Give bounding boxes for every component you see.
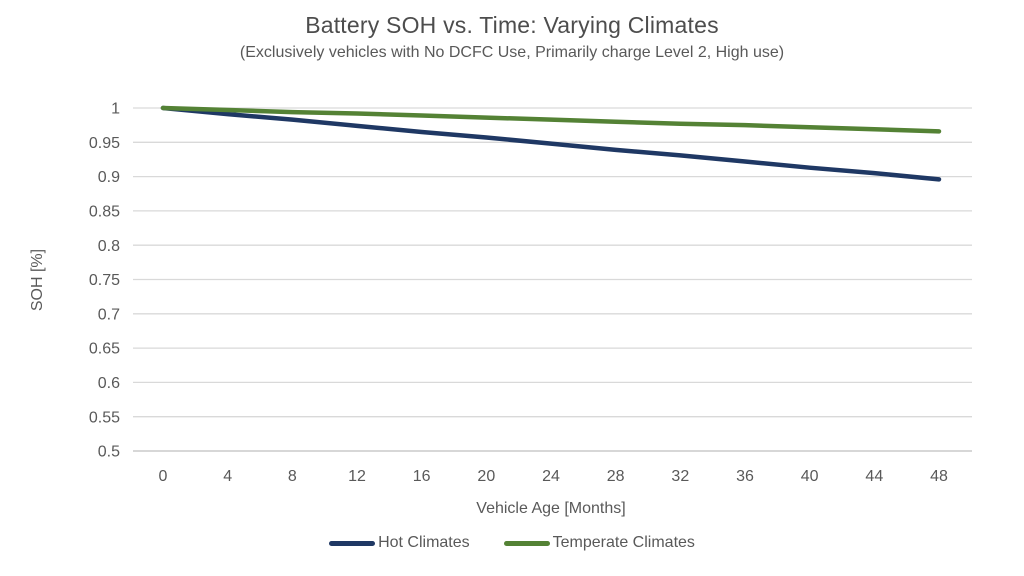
- x-tick-label: 20: [477, 468, 495, 485]
- x-axis-label: Vehicle Age [Months]: [476, 500, 625, 517]
- legend-label-hot-climates: Hot Climates: [378, 534, 470, 551]
- y-tick-label: 0.85: [89, 204, 120, 221]
- x-tick-label: 0: [159, 468, 168, 485]
- x-tick-label: 48: [930, 468, 948, 485]
- y-tick-label: 1: [111, 101, 120, 118]
- x-tick-label: 8: [288, 468, 297, 485]
- y-tick-label: 0.7: [98, 306, 120, 323]
- y-tick-label: 0.75: [89, 272, 120, 289]
- y-tick-label: 0.55: [89, 409, 120, 426]
- legend-swatch-temperate-climates: [503, 540, 550, 546]
- legend: Hot Climates Temperate Climates: [0, 534, 1024, 552]
- tick-labels-layer: 10.950.90.850.80.750.70.650.60.550.50 4 8 1…: [89, 101, 948, 485]
- gridlines-layer: [133, 107, 972, 452]
- chart-subtitle: (Exclusively vehicles with No DCFC Use, …: [239, 44, 785, 61]
- x-tick-label: 36: [736, 468, 754, 485]
- y-tick-label: 0.9: [98, 169, 120, 186]
- legend-item-hot-climates: Hot Climates: [329, 534, 470, 552]
- y-tick-label: 0.95: [89, 135, 120, 152]
- x-tick-label: 44: [865, 468, 883, 485]
- legend-item-temperate-climates: Temperate Climates: [503, 534, 695, 552]
- x-tick-label: 24: [542, 468, 560, 485]
- series-line-temperate-climates: [160, 105, 942, 134]
- x-tick-label: 12: [348, 468, 366, 485]
- y-tick-label: 0.65: [89, 341, 120, 358]
- series-line-hot-climates: [160, 105, 942, 182]
- x-tick-label: 32: [671, 468, 689, 485]
- x-tick-label: 16: [413, 468, 431, 485]
- y-axis-label: SOH [%]: [29, 249, 46, 311]
- y-tick-label: 0.5: [98, 444, 120, 461]
- x-tick-label: 28: [607, 468, 625, 485]
- legend-label-temperate-climates: Temperate Climates: [552, 534, 695, 551]
- legend-swatch-hot-climates: [329, 540, 376, 546]
- x-tick-label: 4: [223, 468, 232, 485]
- y-tick-label: 0.8: [98, 238, 120, 255]
- y-tick-label: 0.6: [98, 375, 120, 392]
- x-tick-label: 40: [801, 468, 819, 485]
- chart-title: Battery SOH vs. Time: Varying Climates: [305, 12, 719, 38]
- series-layer: [160, 105, 942, 182]
